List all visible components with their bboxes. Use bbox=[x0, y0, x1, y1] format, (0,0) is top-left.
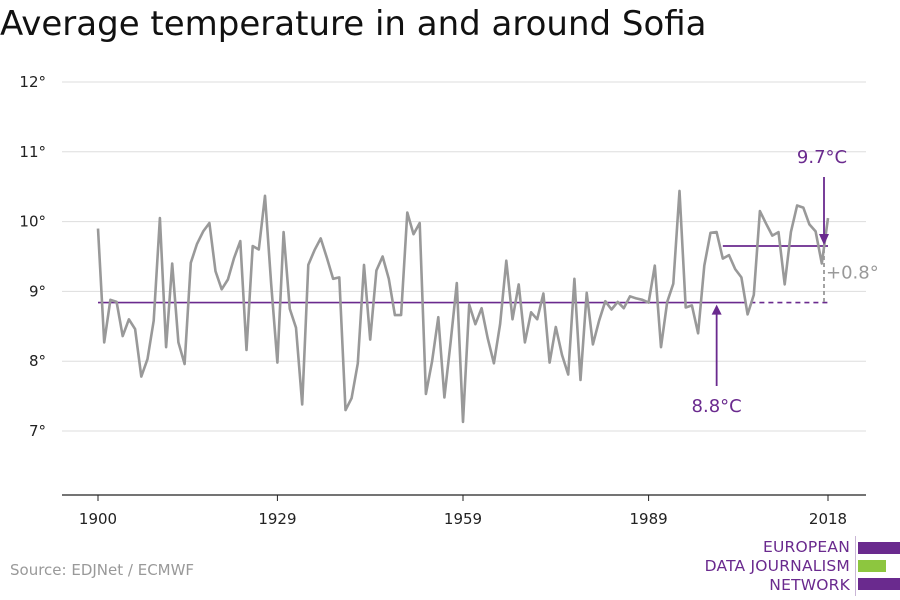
x-axis-ticks: 1900 1929 1959 1989 2018 bbox=[79, 495, 847, 528]
logo-bar-purple-bottom bbox=[858, 578, 900, 590]
baseline-arrow-head bbox=[711, 304, 722, 315]
logo-divider bbox=[855, 536, 856, 596]
logo-line-3: NETWORK bbox=[769, 576, 850, 594]
y-tick-label-10: 10° bbox=[19, 213, 46, 231]
logo-bar-purple-top bbox=[858, 542, 900, 554]
y-tick-label-8: 8° bbox=[29, 352, 46, 370]
reference-lines bbox=[98, 245, 828, 304]
y-tick-label-12: 12° bbox=[19, 73, 46, 91]
x-tick-label-1989: 1989 bbox=[629, 510, 667, 528]
x-tick-label-1959: 1959 bbox=[444, 510, 482, 528]
y-tick-label-11: 11° bbox=[19, 143, 46, 161]
edjnet-logo: EUROPEAN DATA JOURNALISM NETWORK bbox=[700, 536, 900, 596]
recent-arrow-head bbox=[819, 234, 829, 246]
logo-bar-green bbox=[858, 560, 886, 572]
y-tick-label-7: 7° bbox=[29, 422, 46, 440]
source-note: Source: EDJNet / ECMWF bbox=[10, 561, 195, 579]
logo-line-2: DATA JOURNALISM bbox=[704, 557, 850, 575]
logo-line-1: EUROPEAN bbox=[762, 538, 850, 556]
annotations: 9.7°C 8.8°C +0.8° bbox=[692, 147, 879, 417]
x-tick-label-1900: 1900 bbox=[79, 510, 117, 528]
gridlines bbox=[62, 81, 866, 432]
x-tick-label-2018: 2018 bbox=[809, 510, 847, 528]
recent-average-label: 9.7°C bbox=[797, 147, 847, 168]
baseline-average-label: 8.8°C bbox=[692, 396, 742, 417]
y-tick-label-9: 9° bbox=[29, 282, 46, 300]
delta-label: +0.8° bbox=[826, 262, 879, 283]
temperature-series-line bbox=[96, 189, 830, 424]
x-tick-label-1929: 1929 bbox=[258, 510, 296, 528]
chart-title: Average temperature in and around Sofia bbox=[0, 4, 707, 44]
y-axis-ticks: 7° 8° 9° 10° 11° 12° bbox=[19, 73, 46, 440]
